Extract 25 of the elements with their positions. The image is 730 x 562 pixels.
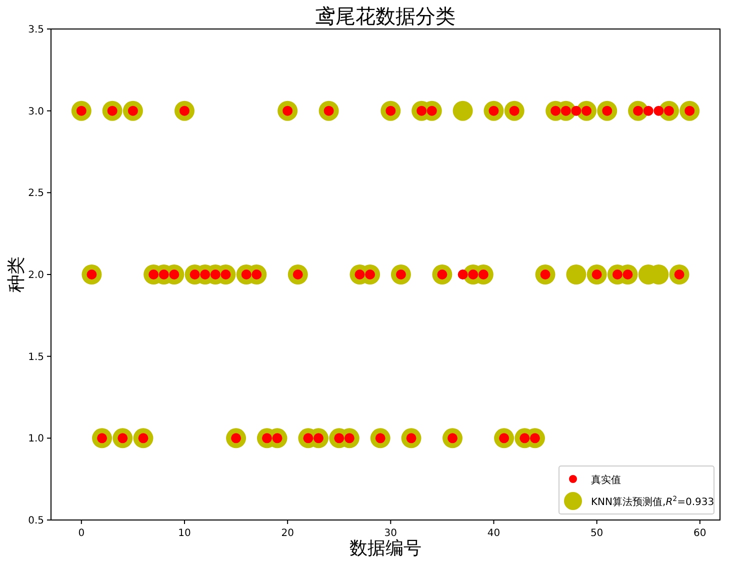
x-tick-label: 50 — [590, 528, 604, 539]
point — [566, 264, 586, 284]
x-axis-title: 数据编号 — [350, 538, 422, 559]
x-tick-label: 0 — [78, 528, 85, 539]
y-axis-title: 种类 — [6, 256, 27, 292]
chart-title: 鸢尾花数据分类 — [316, 4, 456, 28]
y-tick-label: 3.0 — [28, 106, 44, 118]
y-tick-label: 2.0 — [28, 270, 44, 281]
x-tick-label: 10 — [178, 528, 191, 539]
y-tick-label: 1.0 — [28, 434, 44, 445]
x-tick-label: 20 — [281, 528, 294, 539]
y-tick-label: 1.5 — [28, 352, 44, 363]
y-tick-label: 2.5 — [28, 188, 44, 200]
x-tick-label: 40 — [487, 528, 500, 539]
point — [458, 270, 468, 280]
point — [654, 106, 664, 116]
point — [571, 106, 582, 116]
x-tick-label: 60 — [694, 528, 706, 539]
point — [643, 106, 654, 116]
legend-label: 真实值 — [591, 474, 621, 486]
point — [452, 100, 473, 121]
y-tick-label: 0.5 — [28, 516, 44, 526]
y-tick-label: 3.5 — [28, 24, 44, 36]
x-tick-label: 30 — [384, 528, 398, 539]
legend-label: KNN算法预测值,R$^{2}$=0.933 — [591, 495, 714, 508]
